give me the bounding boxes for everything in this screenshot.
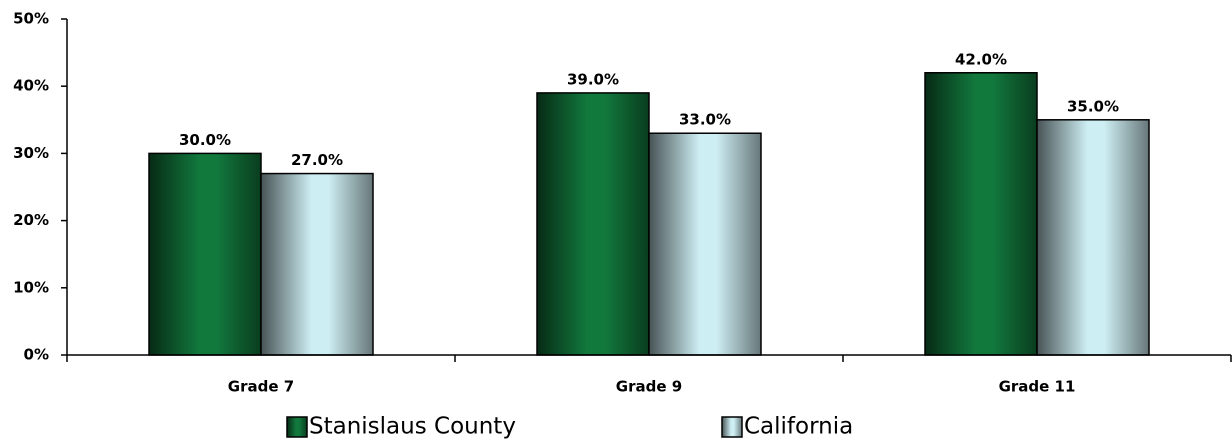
value-label: 35.0% <box>1067 97 1119 115</box>
bar <box>924 72 1038 356</box>
legend-swatch-shade <box>722 417 742 437</box>
legend-swatch-shade <box>287 417 307 437</box>
bar <box>148 152 262 356</box>
y-tick-label: 40% <box>13 77 49 95</box>
bar <box>648 132 762 356</box>
value-label: 30.0% <box>179 131 231 149</box>
x-tick-label: Grade 9 <box>616 378 682 396</box>
y-tick-label: 0% <box>24 346 49 364</box>
y-tick-label: 20% <box>13 211 49 229</box>
x-tick-label: Grade 7 <box>228 378 294 396</box>
y-tick-label: 10% <box>13 278 49 296</box>
legend-label: Stanislaus County <box>309 414 516 440</box>
bar <box>260 172 374 356</box>
y-tick-label: 50% <box>13 10 49 28</box>
value-label: 27.0% <box>291 151 343 169</box>
x-tick-label: Grade 11 <box>999 378 1076 396</box>
value-label: 42.0% <box>955 50 1007 68</box>
legend-label: California <box>744 414 853 440</box>
value-label: 39.0% <box>567 70 619 88</box>
bar <box>536 92 650 356</box>
bar <box>1036 119 1150 356</box>
y-tick-label: 30% <box>13 144 49 162</box>
value-label: 33.0% <box>679 111 731 129</box>
